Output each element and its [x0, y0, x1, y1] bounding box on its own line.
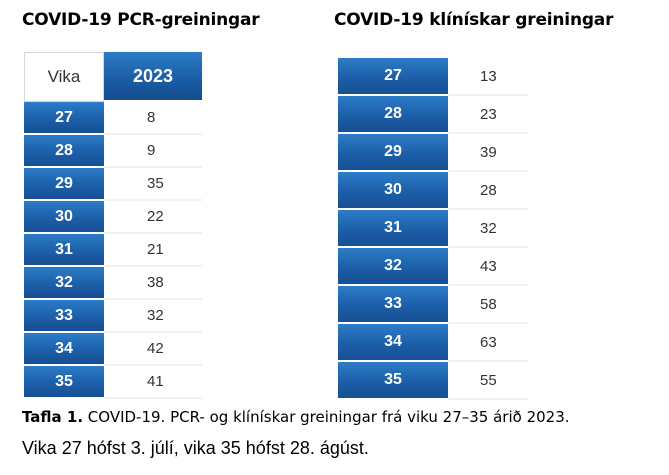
value-cell: 38 — [104, 267, 202, 300]
value-cell: 32 — [104, 300, 202, 333]
pcr-table-title: COVID-19 PCR-greiningar — [22, 10, 260, 30]
week-cell: 28 — [338, 96, 448, 134]
value-cell: 21 — [104, 234, 202, 267]
value-cell: 35 — [104, 168, 202, 201]
week-cell: 29 — [338, 134, 448, 172]
week-cell: 33 — [338, 286, 448, 324]
value-cell: 28 — [448, 172, 528, 210]
caption-label: Tafla 1. — [22, 408, 84, 426]
table-row: 28 9 — [24, 135, 202, 168]
week-cell: 35 — [24, 366, 104, 399]
value-cell: 9 — [104, 135, 202, 168]
caption-text: COVID-19. PCR- og klínískar greiningar f… — [83, 408, 570, 426]
table-row: 30 22 — [24, 201, 202, 234]
week-cell: 28 — [24, 135, 104, 168]
value-cell: 22 — [104, 201, 202, 234]
week-cell: 32 — [338, 248, 448, 286]
week-cell: 29 — [24, 168, 104, 201]
week-cell: 27 — [338, 58, 448, 96]
table-row: 34 42 — [24, 333, 202, 366]
year-column-header: 2023 — [104, 52, 202, 102]
table-row: 27 8 — [24, 102, 202, 135]
value-cell: 43 — [448, 248, 528, 286]
table-row: 35 55 — [338, 362, 528, 400]
table-row: 29 35 — [24, 168, 202, 201]
value-cell: 23 — [448, 96, 528, 134]
week-cell: 27 — [24, 102, 104, 135]
value-cell: 41 — [104, 366, 202, 399]
table-row: 32 43 — [338, 248, 528, 286]
week-cell: 30 — [338, 172, 448, 210]
week-cell: 31 — [338, 210, 448, 248]
table-row: 31 21 — [24, 234, 202, 267]
clinical-table-title: COVID-19 klínískar greiningar — [334, 10, 614, 30]
table-header-row: Vika 2023 — [24, 52, 202, 102]
table-row: 30 28 — [338, 172, 528, 210]
week-cell: 32 — [24, 267, 104, 300]
table-row: 34 63 — [338, 324, 528, 362]
caption-note: Vika 27 hófst 3. júlí, vika 35 hófst 28.… — [22, 438, 369, 458]
value-cell: 32 — [448, 210, 528, 248]
week-cell: 34 — [24, 333, 104, 366]
table-caption: Tafla 1. COVID-19. PCR- og klínískar gre… — [22, 408, 570, 426]
clinical-table: 27 13 28 23 29 39 30 28 31 32 32 43 33 58 34 63 35 55 — [338, 58, 528, 400]
value-cell: 55 — [448, 362, 528, 400]
table-row: 29 39 — [338, 134, 528, 172]
week-column-header: Vika — [24, 52, 104, 102]
week-cell: 31 — [24, 234, 104, 267]
value-cell: 8 — [104, 102, 202, 135]
week-cell: 34 — [338, 324, 448, 362]
pcr-table: Vika 2023 27 8 28 9 29 35 30 22 31 21 32 38 33 32 34 42… — [24, 52, 202, 399]
value-cell: 58 — [448, 286, 528, 324]
value-cell: 13 — [448, 58, 528, 96]
week-cell: 35 — [338, 362, 448, 400]
table-row: 27 13 — [338, 58, 528, 96]
table-row: 31 32 — [338, 210, 528, 248]
value-cell: 63 — [448, 324, 528, 362]
table-row: 28 23 — [338, 96, 528, 134]
table-row: 33 32 — [24, 300, 202, 333]
week-cell: 30 — [24, 201, 104, 234]
table-row: 35 41 — [24, 366, 202, 399]
table-row: 33 58 — [338, 286, 528, 324]
table-row: 32 38 — [24, 267, 202, 300]
value-cell: 39 — [448, 134, 528, 172]
value-cell: 42 — [104, 333, 202, 366]
week-cell: 33 — [24, 300, 104, 333]
